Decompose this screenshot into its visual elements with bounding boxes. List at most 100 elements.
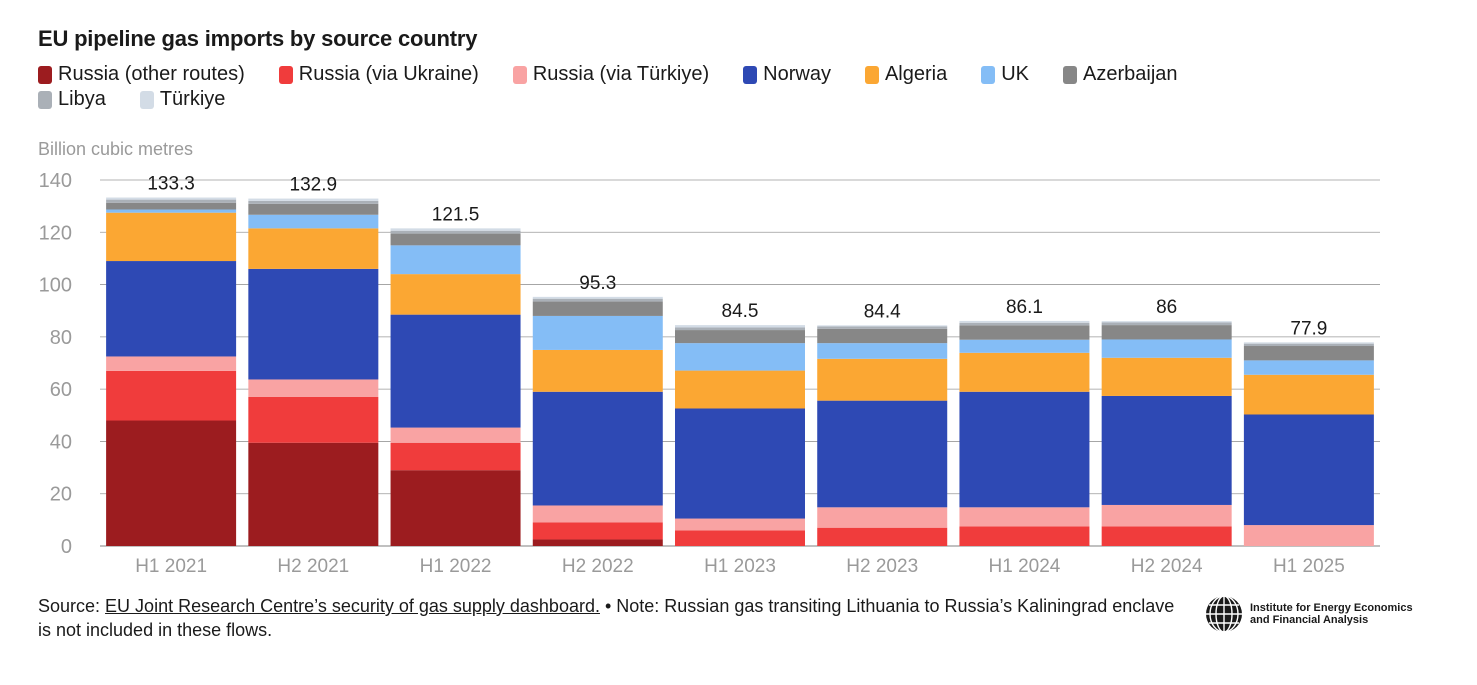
total-label: 84.5 — [722, 301, 759, 322]
bar-segment — [959, 526, 1090, 546]
legend-swatch — [981, 65, 996, 84]
y-tick-label: 100 — [39, 275, 72, 297]
bar-segment — [106, 370, 237, 421]
bar-segment — [106, 261, 237, 357]
bar-segment — [248, 198, 379, 201]
bar-segment — [532, 539, 663, 546]
bar-segment — [532, 298, 663, 302]
bar-segment — [106, 197, 237, 200]
bar-segment — [390, 228, 521, 231]
y-tick-label: 60 — [50, 379, 72, 401]
y-tick-label: 120 — [39, 222, 72, 244]
legend-item: Libya — [38, 88, 106, 111]
bar-segment — [1243, 374, 1374, 415]
bar-segment — [817, 343, 948, 359]
legend-item: UK — [981, 63, 1029, 86]
bar-segment — [390, 442, 521, 471]
bar-segment — [1101, 526, 1232, 546]
globe-icon — [1206, 595, 1242, 633]
bar-segment — [1243, 414, 1374, 526]
bar-segment — [390, 274, 521, 315]
bar-segment — [1101, 322, 1232, 326]
x-tick-label: H1 2023 — [704, 556, 776, 577]
bar-segment — [106, 356, 237, 371]
y-axis-label: Billion cubic metres — [38, 139, 194, 159]
total-label: 77.9 — [1290, 318, 1327, 339]
bar-segment — [959, 339, 1090, 353]
bar-segment — [532, 522, 663, 540]
bar-segment — [106, 420, 237, 546]
legend-item: Türkiye — [139, 88, 225, 111]
bar-segment — [248, 203, 379, 215]
bar-segment — [959, 352, 1090, 392]
bar-segment — [248, 396, 379, 443]
x-tick-label: H1 2025 — [1273, 556, 1345, 577]
bar-segment — [532, 349, 663, 392]
bar-segment — [532, 505, 663, 523]
bar-segment — [106, 209, 237, 213]
legend-swatch — [278, 65, 293, 84]
y-tick-label: 140 — [39, 170, 72, 192]
bar-segment — [390, 427, 521, 443]
x-tick-label: H2 2024 — [1131, 556, 1203, 577]
legend-label: Russia (other routes) — [58, 63, 245, 85]
ieefa-logo: Institute for Energy Economics and Finan… — [1204, 594, 1413, 634]
chart-title: EU pipeline gas imports by source countr… — [38, 26, 478, 51]
bar-segment — [1101, 504, 1232, 527]
bar-segment — [1243, 360, 1374, 375]
logo-text: Institute for Energy Economics and Finan… — [1250, 602, 1413, 626]
legend-item: Russia (via Ukraine) — [278, 63, 479, 86]
bar-segment — [1101, 395, 1232, 505]
bar-segment — [248, 442, 379, 546]
x-tick-label: H2 2021 — [277, 556, 349, 577]
total-label: 84.4 — [864, 301, 901, 322]
total-label: 86 — [1156, 297, 1177, 318]
legend-label: Russia (via Ukraine) — [298, 63, 479, 85]
stacked-bar-chart: 0 20 40 60 80 100 120 140 133.3 H1 2021 132.9 H2 20… — [39, 170, 1380, 577]
y-tick-label: 40 — [50, 431, 72, 453]
y-tick-label: 0 — [61, 536, 72, 558]
bar-segment — [532, 391, 663, 506]
bar-segment — [1243, 346, 1374, 361]
bar-segment — [248, 228, 379, 269]
legend-row: Russia (other routes) Russia (via Ukraine… — [38, 62, 1338, 87]
legend-label: Norway — [763, 63, 831, 85]
bar-segment — [1243, 342, 1374, 344]
source-link[interactable]: EU Joint Research Centre’s security of g… — [105, 596, 600, 616]
bar-segment — [817, 358, 948, 401]
x-tick-label: H1 2022 — [420, 556, 492, 577]
bar-segment — [817, 507, 948, 528]
legend-row: Libya Türkiye — [38, 87, 1338, 112]
y-tick-label: 20 — [50, 484, 72, 506]
y-tick-label: 80 — [50, 327, 72, 349]
legend-item: Russia (via Türkiye) — [512, 63, 709, 86]
bar-segment — [817, 326, 948, 329]
bar-segment — [248, 214, 379, 229]
bar-segment — [959, 320, 1090, 323]
total-label: 95.3 — [579, 273, 616, 294]
x-tick-label: H2 2023 — [846, 556, 918, 577]
legend-item: Russia (other routes) — [38, 63, 245, 86]
legend-swatch — [139, 90, 154, 109]
bar-segment — [106, 202, 237, 210]
bar-segment — [390, 470, 521, 546]
bar-segment — [106, 212, 237, 262]
legend-label: Libya — [58, 88, 106, 110]
bar-segment — [675, 327, 805, 331]
bar-segment — [1243, 525, 1374, 546]
x-tick-label: H1 2021 — [135, 556, 207, 577]
legend-item: Algeria — [864, 63, 947, 86]
legend-label: Azerbaijan — [1083, 63, 1178, 85]
total-label: 86.1 — [1006, 297, 1043, 318]
legend-swatch — [512, 65, 527, 84]
legend-item: Azerbaijan — [1063, 63, 1178, 86]
legend-swatch — [1063, 65, 1078, 84]
bar-segment — [817, 400, 948, 508]
bar-segment — [1101, 325, 1232, 340]
bar-segment — [248, 268, 379, 380]
legend-item: Norway — [743, 63, 831, 86]
x-tick-label: H1 2024 — [989, 556, 1061, 577]
bar-segment — [1101, 357, 1232, 396]
bar-segment — [390, 314, 521, 428]
footnote: • Note: Russian gas transiting Lithuania… — [38, 596, 1175, 640]
